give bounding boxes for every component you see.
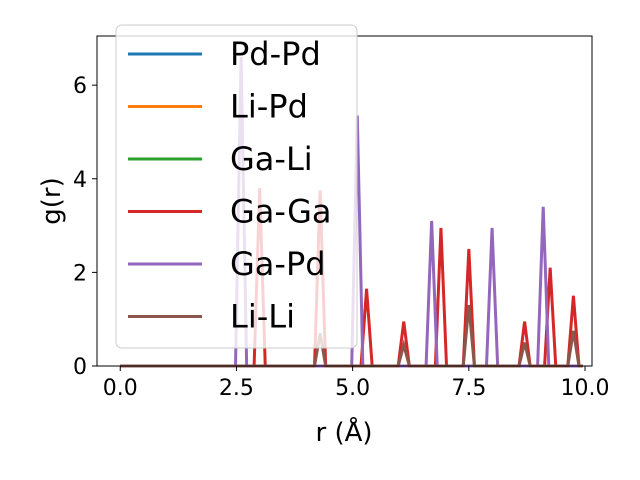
y-axis-label: g(r) [37,177,67,224]
x-tick-label: 0.0 [103,376,138,401]
legend-entry: Ga-Li [128,140,313,178]
y-tick-label: 4 [73,168,87,193]
legend-label: Ga-Li [230,140,313,178]
x-tick-label: 2.5 [219,376,254,401]
series-line-li-li [120,305,583,368]
x-tick-label: 7.5 [451,376,486,401]
legend-label: Ga-Pd [230,245,326,283]
legend-label: Li-Li [230,298,295,336]
legend-label: Pd-Pd [230,35,321,73]
legend: Pd-Pd Li-Pd Ga-Li Ga-Ga Ga-Pd Li-Li [115,24,358,349]
x-tick-label: 5.0 [335,376,370,401]
y-tick-label: 0 [73,355,87,380]
x-tick-label: 10.0 [561,376,610,401]
y-tick-label: 2 [73,261,87,286]
y-axis-ticks: 0 2 4 6 [73,74,97,380]
y-tick-label: 6 [73,74,87,99]
x-axis-label: r (Å) [315,416,372,448]
legend-entry: Li-Pd [128,88,308,126]
legend-entry: Li-Li [128,298,295,336]
x-axis-ticks: 0.0 2.5 5.0 7.5 10.0 [103,366,610,401]
legend-entry: Ga-Ga [128,193,332,231]
legend-entry: Ga-Pd [128,245,326,283]
legend-label: Li-Pd [230,88,308,126]
legend-label: Ga-Ga [230,193,332,231]
legend-entry: Pd-Pd [128,35,321,73]
